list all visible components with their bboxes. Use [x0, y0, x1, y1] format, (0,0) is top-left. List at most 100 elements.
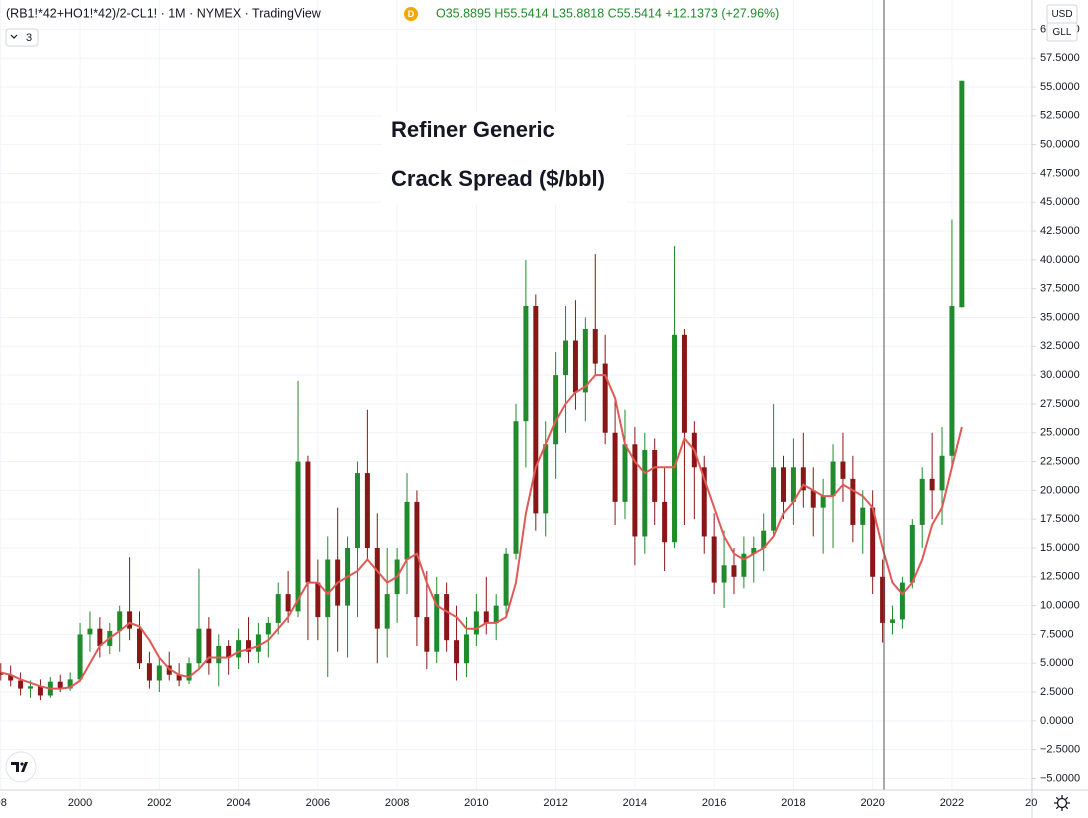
candle-body	[156, 665, 162, 681]
y-tick-label: 17.5000	[1040, 513, 1080, 525]
y-tick-label: 32.5000	[1040, 340, 1080, 352]
candle-body	[434, 594, 440, 652]
y-tick-label: 10.0000	[1040, 600, 1080, 612]
candle-body	[949, 305, 955, 456]
candle-body	[176, 674, 182, 681]
x-tick-label: 2016	[702, 797, 726, 809]
candle-body	[77, 634, 83, 680]
candle-body	[909, 524, 915, 583]
candle-body	[236, 640, 242, 658]
candle-body	[285, 594, 291, 612]
candle-body	[652, 450, 658, 502]
candle-body	[444, 594, 450, 641]
candle-body	[672, 334, 678, 543]
annotation: Refiner Generic	[391, 117, 555, 142]
candle-body	[860, 507, 866, 525]
candle-body	[810, 490, 816, 508]
candle-body	[364, 473, 370, 548]
candle-body	[454, 640, 460, 664]
candle-body	[67, 679, 73, 689]
candle-body	[523, 305, 529, 422]
candle-body	[28, 686, 34, 689]
candle-body	[781, 467, 787, 502]
candle-body	[196, 628, 202, 664]
x-tick-label: 2006	[306, 797, 330, 809]
candle-body	[761, 530, 767, 548]
candle-body	[929, 478, 935, 491]
candle-body	[186, 663, 192, 681]
logo-dot	[20, 762, 24, 766]
unit-button[interactable]	[1046, 22, 1078, 42]
candle-body	[18, 680, 24, 689]
y-tick-label: 12.5000	[1040, 571, 1080, 583]
candle-body	[800, 467, 806, 491]
x-tick-label: 98	[0, 797, 7, 809]
candle-body	[137, 628, 143, 664]
moving-average	[0, 374, 963, 690]
x-tick-label: 2022	[940, 797, 964, 809]
y-tick-label: 0.0000	[1040, 715, 1074, 727]
candle-body	[751, 547, 757, 554]
candle-body	[830, 461, 836, 497]
indicator-toggle[interactable]	[5, 28, 39, 47]
candle-body	[790, 467, 796, 502]
chevron-icon	[10, 34, 18, 39]
symbol-title[interactable]: (RB1!*42+HO1!*42)/2-CL1! · 1M · NYMEX · …	[6, 6, 322, 20]
candle-body	[771, 467, 777, 531]
candle-body	[117, 611, 123, 631]
candle-body	[57, 681, 63, 689]
x-tick-label: 20	[1025, 797, 1037, 809]
y-tick-label: 45.0000	[1040, 196, 1080, 208]
candle-body	[870, 507, 876, 577]
candle-body	[662, 501, 668, 543]
y-tick-label: 57.5000	[1040, 52, 1080, 64]
candle-body	[87, 628, 93, 635]
y-tick-label: 50.0000	[1040, 139, 1080, 151]
candle-body	[681, 334, 687, 433]
candle-body	[245, 640, 251, 652]
candle-body	[959, 80, 965, 308]
candle-body	[206, 628, 212, 664]
candle-body	[622, 444, 628, 502]
annotation: Crack Spread ($/bbl)	[391, 166, 605, 191]
candle-body	[374, 547, 380, 629]
x-tick-label: 2014	[623, 797, 647, 809]
candle-body	[473, 611, 479, 635]
candle-body	[354, 473, 360, 548]
candle-body	[731, 565, 737, 577]
candle-body	[8, 674, 14, 681]
annotation-box	[382, 112, 626, 204]
candle-body	[850, 478, 856, 525]
candle-body	[275, 594, 281, 623]
logo-icon	[11, 762, 28, 772]
axes: −5.0000 −2.5000 0.0000 2.5000 5.0000 7.5000 10…	[0, 23, 1080, 809]
badge-circle	[404, 7, 418, 21]
candle-body	[265, 622, 271, 635]
y-tick-label: 22.5000	[1040, 455, 1080, 467]
y-tick-label: 52.5000	[1040, 110, 1080, 122]
x-tick-label: 2008	[385, 797, 409, 809]
candle-body	[226, 645, 232, 658]
y-tick-label: 55.0000	[1040, 81, 1080, 93]
logo[interactable]	[5, 751, 37, 783]
y-tick-label: 35.0000	[1040, 311, 1080, 323]
candle-body	[315, 582, 321, 618]
settings-gear[interactable]	[1054, 795, 1070, 811]
candle-body	[612, 432, 618, 502]
candle-body	[533, 305, 539, 514]
unit: GLL	[1053, 27, 1072, 38]
candle-body	[424, 617, 430, 652]
y-tick-label: 40.0000	[1040, 254, 1080, 266]
candle-body	[880, 576, 886, 623]
plot	[0, 80, 965, 701]
candle-body	[820, 496, 826, 508]
x-tick-label: 2000	[68, 797, 92, 809]
y-tick-label: 30.0000	[1040, 369, 1080, 381]
candle-body	[711, 536, 717, 583]
candle-body	[325, 559, 331, 618]
y-tick-label: 27.5000	[1040, 398, 1080, 410]
candle-body	[97, 628, 103, 646]
x-tick-label: 2012	[543, 797, 567, 809]
y-tick-label: 42.5000	[1040, 225, 1080, 237]
